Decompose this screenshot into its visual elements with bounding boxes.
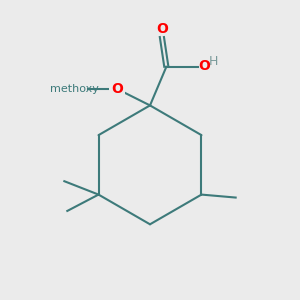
Text: H: H <box>209 55 219 68</box>
Text: O: O <box>111 82 123 96</box>
Text: methoxy: methoxy <box>50 84 99 94</box>
Text: O: O <box>198 59 210 73</box>
Text: O: O <box>156 22 168 36</box>
